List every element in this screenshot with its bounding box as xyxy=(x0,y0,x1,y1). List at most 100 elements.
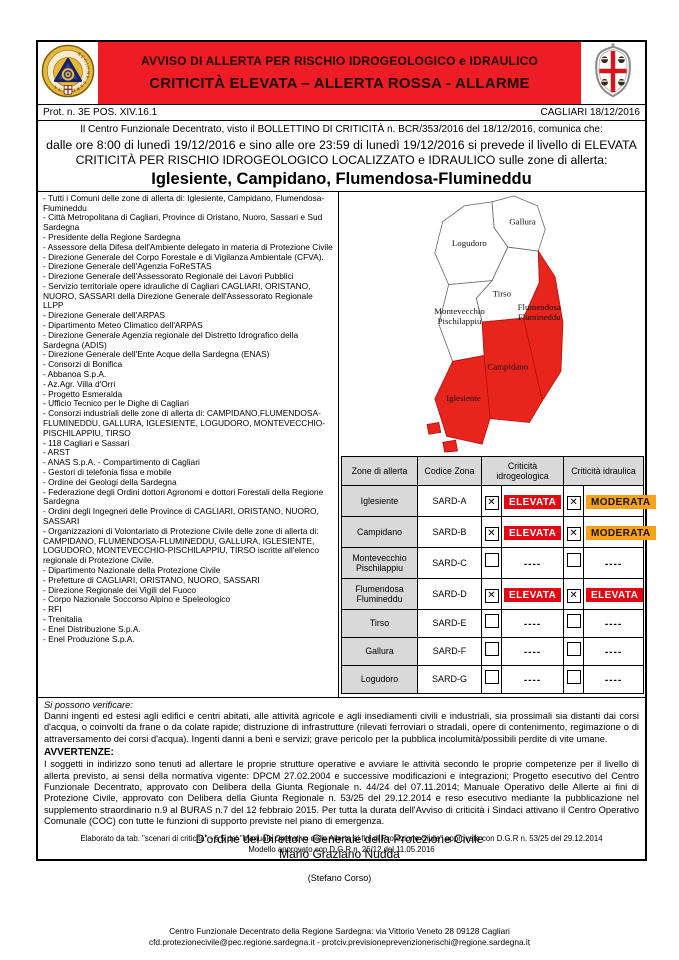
criticality-level-cell: ---- xyxy=(500,664,565,694)
criticality-level-cell: ELEVATA xyxy=(583,577,644,610)
unchecked-checkbox-icon xyxy=(484,641,499,656)
recipient-item: - ARST xyxy=(43,447,70,458)
recipient-item: - Dipartimento Nazionale della Protezion… xyxy=(43,565,221,575)
criticality-level-badge: ELEVATA xyxy=(504,495,562,510)
recipient-item: - Federazione degli Ordini dottori Agron… xyxy=(43,486,324,507)
zone-code-cell: SARD-D xyxy=(417,577,482,610)
table-row: Iglesiente SARD-A ✕ ELEVATA ✕ MODERATA xyxy=(341,484,656,517)
source-note: Elaborato da tab. "scenari di criticità"… xyxy=(38,829,645,859)
unchecked-checkbox-icon xyxy=(484,669,499,684)
recipient-item: - Direzione Generale dell'Assessorato Re… xyxy=(43,271,294,282)
recipient-item: - Direzione Regionale dei Vigili del Fuo… xyxy=(43,584,197,595)
signature-block: D'ordine del Direttore Generale della Pr… xyxy=(0,832,679,883)
criticality-checkbox-cell xyxy=(481,608,502,638)
criticality-level-cell: ELEVATA xyxy=(500,484,565,517)
map-zone-label: Tirso xyxy=(493,288,512,298)
recipient-item: - Tutti i Comuni delle zone di allerta d… xyxy=(43,192,325,213)
criticality-level-badge: ELEVATA xyxy=(504,526,562,541)
warnings-section: AVVERTENZE: I soggetti in indirizzo sono… xyxy=(38,746,645,829)
recipient-item: - Enel Distribuzione S.p.A. xyxy=(43,623,141,634)
checked-checkbox-icon: ✕ xyxy=(484,526,499,541)
criticality-checkbox-cell: ✕ xyxy=(481,577,502,610)
criticality-level-cell: ---- xyxy=(500,636,565,666)
criticality-level-cell: ELEVATA xyxy=(500,515,565,548)
recipient-item: - ANAS S.p.A. - Compartimento di Cagliar… xyxy=(43,457,200,468)
recipient-item: - RFI xyxy=(43,604,62,615)
recipient-item: - Città Metropolitana di Cagliari, Provi… xyxy=(43,212,323,233)
recipient-item: - Corpo Nazionale Soccorso Alpino e Spel… xyxy=(43,594,231,605)
table-row: Logudoro SARD-G ---- ---- xyxy=(341,664,644,694)
unchecked-checkbox-icon xyxy=(566,553,581,568)
recipient-item: - Prefetture di CAGLIARI, ORISTANO, NUOR… xyxy=(43,574,260,585)
signature-name: Mario Graziano Nudda xyxy=(279,847,400,861)
sardinia-alert-map: Gallura Logudoro Tirso Montevecchio Pischila… xyxy=(339,192,645,456)
alert-title-line2: CRITICITÀ ELEVATA – ALLERTA ROSSA - ALLA… xyxy=(149,75,530,92)
recipient-item: - Consorzi di Bonifica xyxy=(43,359,123,370)
main-section: - Tutti i Comuni delle zone di allerta d… xyxy=(38,191,656,698)
no-criticality-dashes: ---- xyxy=(604,647,623,659)
place-date: CAGLIARI 18/12/2016 xyxy=(540,107,640,118)
zone-name-cell: Tirso xyxy=(341,608,418,638)
col-criticita-idrogeologica: Criticità idrogeologica xyxy=(480,455,565,486)
criticality-level-cell: ---- xyxy=(583,608,644,638)
criticality-level-badge: ELEVATA xyxy=(504,588,562,603)
footer-address: Centro Funzionale Decentrato della Regio… xyxy=(169,926,510,936)
zone-code-cell: SARD-E xyxy=(417,608,482,638)
table-row: Tirso SARD-E ---- ---- xyxy=(341,608,644,638)
criticality-table: Zone di allerta Codice Zona Criticità id… xyxy=(341,455,656,694)
table-row: Campidano SARD-B ✕ ELEVATA ✕ MODERATA xyxy=(341,515,656,548)
recipient-item: - Consorzi industriali delle zone di all… xyxy=(43,408,325,438)
checked-checkbox-icon: ✕ xyxy=(566,495,581,510)
protocol-number: Prot. n. 3E POS. XIV.16.1 xyxy=(43,107,158,118)
unchecked-checkbox-icon xyxy=(484,613,499,628)
source-note-line2: Modello approvato con D.G.R n. 26/12 del… xyxy=(248,844,435,854)
intro-section: Il Centro Funzionale Decentrato, visto i… xyxy=(38,121,645,192)
criticality-level-badge: MODERATA xyxy=(586,526,656,541)
no-criticality-dashes: ---- xyxy=(523,558,542,570)
recipient-item: - Progetto Esmeralda xyxy=(43,388,123,399)
map-zone-flumendosa xyxy=(523,249,564,402)
map-zone-label: Flumendosa xyxy=(518,302,561,312)
recipient-item: - Enel Produzione S.p.A. xyxy=(43,633,135,644)
criticality-level-badge: MODERATA xyxy=(586,495,656,510)
col-zone: Zone di allerta xyxy=(341,455,418,486)
recipients-list: - Tutti i Comuni delle zone di allerta d… xyxy=(38,191,339,697)
alert-title-line1: AVVISO DI ALLERTA PER RISCHIO IDROGEOLOG… xyxy=(140,54,539,68)
no-criticality-dashes: ---- xyxy=(604,675,623,687)
no-criticality-dashes: ---- xyxy=(523,675,542,687)
map-zone-label: Iglesiente xyxy=(446,393,481,403)
criticality-checkbox-cell xyxy=(481,546,502,579)
zone-name-cell: Montevecchio Pischilappiu xyxy=(341,546,418,579)
map-zone-iglesiente xyxy=(434,354,491,445)
effects-label: Si possono verificare: xyxy=(44,699,133,710)
no-criticality-dashes: ---- xyxy=(604,619,623,631)
criticality-level-badge: ELEVATA xyxy=(586,588,644,603)
sardinia-map-svg: Gallura Logudoro Tirso MontevecchioPischila… xyxy=(426,195,564,453)
zone-code-cell: SARD-B xyxy=(417,515,482,548)
criticality-checkbox-cell xyxy=(481,664,502,694)
criticality-level-cell: ---- xyxy=(500,546,565,579)
zone-name-cell: Logudoro xyxy=(341,664,418,694)
intro-line1: Il Centro Funzionale Decentrato, visto i… xyxy=(80,124,603,135)
zone-name-cell: Campidano xyxy=(341,515,418,548)
zone-code-cell: SARD-C xyxy=(417,546,482,579)
table-row: Montevecchio Pischilappiu SARD-C ---- ---- xyxy=(341,546,644,579)
intro-line2: dalle ore 8:00 di lunedì 19/12/2016 e si… xyxy=(46,138,637,168)
warnings-label: AVVERTENZE: xyxy=(44,747,114,759)
recipient-item: - Gestori di telefonia fissa e mobile xyxy=(43,467,172,478)
recipient-item: - Servizio territoriale opere idrauliche… xyxy=(43,280,313,311)
warnings-text: I soggetti in indirizzo sono tenuti ad a… xyxy=(44,759,639,826)
recipient-item: - Direzione Generale dell'Ente Acque del… xyxy=(43,349,270,360)
checked-checkbox-icon: ✕ xyxy=(566,526,581,541)
recipient-item: - Direzione Generale del Corpo Forestale… xyxy=(43,251,324,262)
zone-name-cell: Flumendosa Flumineddu xyxy=(341,577,418,610)
recipient-item: - Dipartimento Meteo Climatico dell'ARPA… xyxy=(43,320,203,331)
zone-code-cell: SARD-G xyxy=(417,664,482,694)
zone-code-cell: SARD-A xyxy=(417,484,482,517)
recipient-item: - Ordine dei Geologi della Sardegna xyxy=(43,476,177,487)
recipient-item: - Ufficio Tecnico per le Dighe di Caglia… xyxy=(43,398,189,409)
criticality-checkbox-cell xyxy=(563,636,585,666)
map-zone-label: Pischilappiu xyxy=(438,316,482,326)
map-zone-label: Gallura xyxy=(509,216,536,226)
col-codice: Codice Zona xyxy=(417,455,482,486)
